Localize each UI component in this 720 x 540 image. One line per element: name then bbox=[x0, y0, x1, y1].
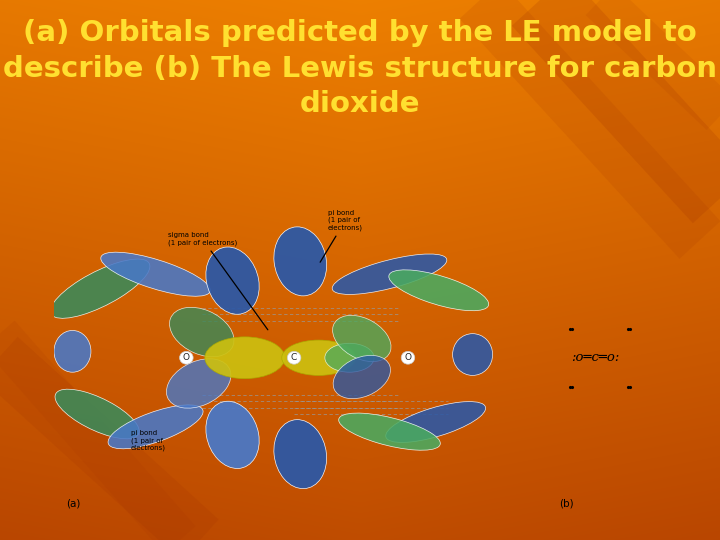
Ellipse shape bbox=[333, 355, 390, 399]
Ellipse shape bbox=[101, 252, 210, 296]
Ellipse shape bbox=[50, 259, 150, 318]
Text: :o═c═o:: :o═c═o: bbox=[572, 351, 620, 364]
Ellipse shape bbox=[332, 254, 447, 294]
Ellipse shape bbox=[282, 340, 356, 375]
Ellipse shape bbox=[338, 413, 441, 450]
Ellipse shape bbox=[166, 359, 231, 408]
Ellipse shape bbox=[108, 405, 203, 449]
Text: (a) Orbitals predicted by the LE model to
describe (b) The Lewis structure for c: (a) Orbitals predicted by the LE model t… bbox=[3, 19, 717, 118]
Ellipse shape bbox=[274, 420, 327, 489]
Ellipse shape bbox=[389, 270, 489, 310]
Ellipse shape bbox=[386, 402, 485, 442]
Ellipse shape bbox=[274, 227, 327, 296]
Ellipse shape bbox=[179, 352, 193, 364]
Text: (b): (b) bbox=[559, 499, 573, 509]
Text: sigma bond
(1 pair of electrons): sigma bond (1 pair of electrons) bbox=[168, 232, 268, 330]
Ellipse shape bbox=[55, 389, 139, 439]
Text: C: C bbox=[291, 353, 297, 362]
Text: O: O bbox=[183, 353, 190, 362]
Text: pi bond
(1 pair of
electrons): pi bond (1 pair of electrons) bbox=[320, 210, 363, 262]
Text: (a): (a) bbox=[66, 499, 81, 509]
Ellipse shape bbox=[54, 330, 91, 372]
Text: O: O bbox=[405, 353, 411, 362]
Ellipse shape bbox=[287, 352, 301, 364]
Ellipse shape bbox=[206, 401, 259, 469]
Ellipse shape bbox=[204, 337, 285, 379]
Text: pi bond
(1 pair of
electrons): pi bond (1 pair of electrons) bbox=[131, 430, 166, 451]
Ellipse shape bbox=[169, 307, 234, 357]
Ellipse shape bbox=[325, 343, 374, 372]
Ellipse shape bbox=[333, 315, 391, 362]
Ellipse shape bbox=[401, 352, 415, 364]
Ellipse shape bbox=[206, 247, 259, 314]
Ellipse shape bbox=[453, 334, 492, 375]
